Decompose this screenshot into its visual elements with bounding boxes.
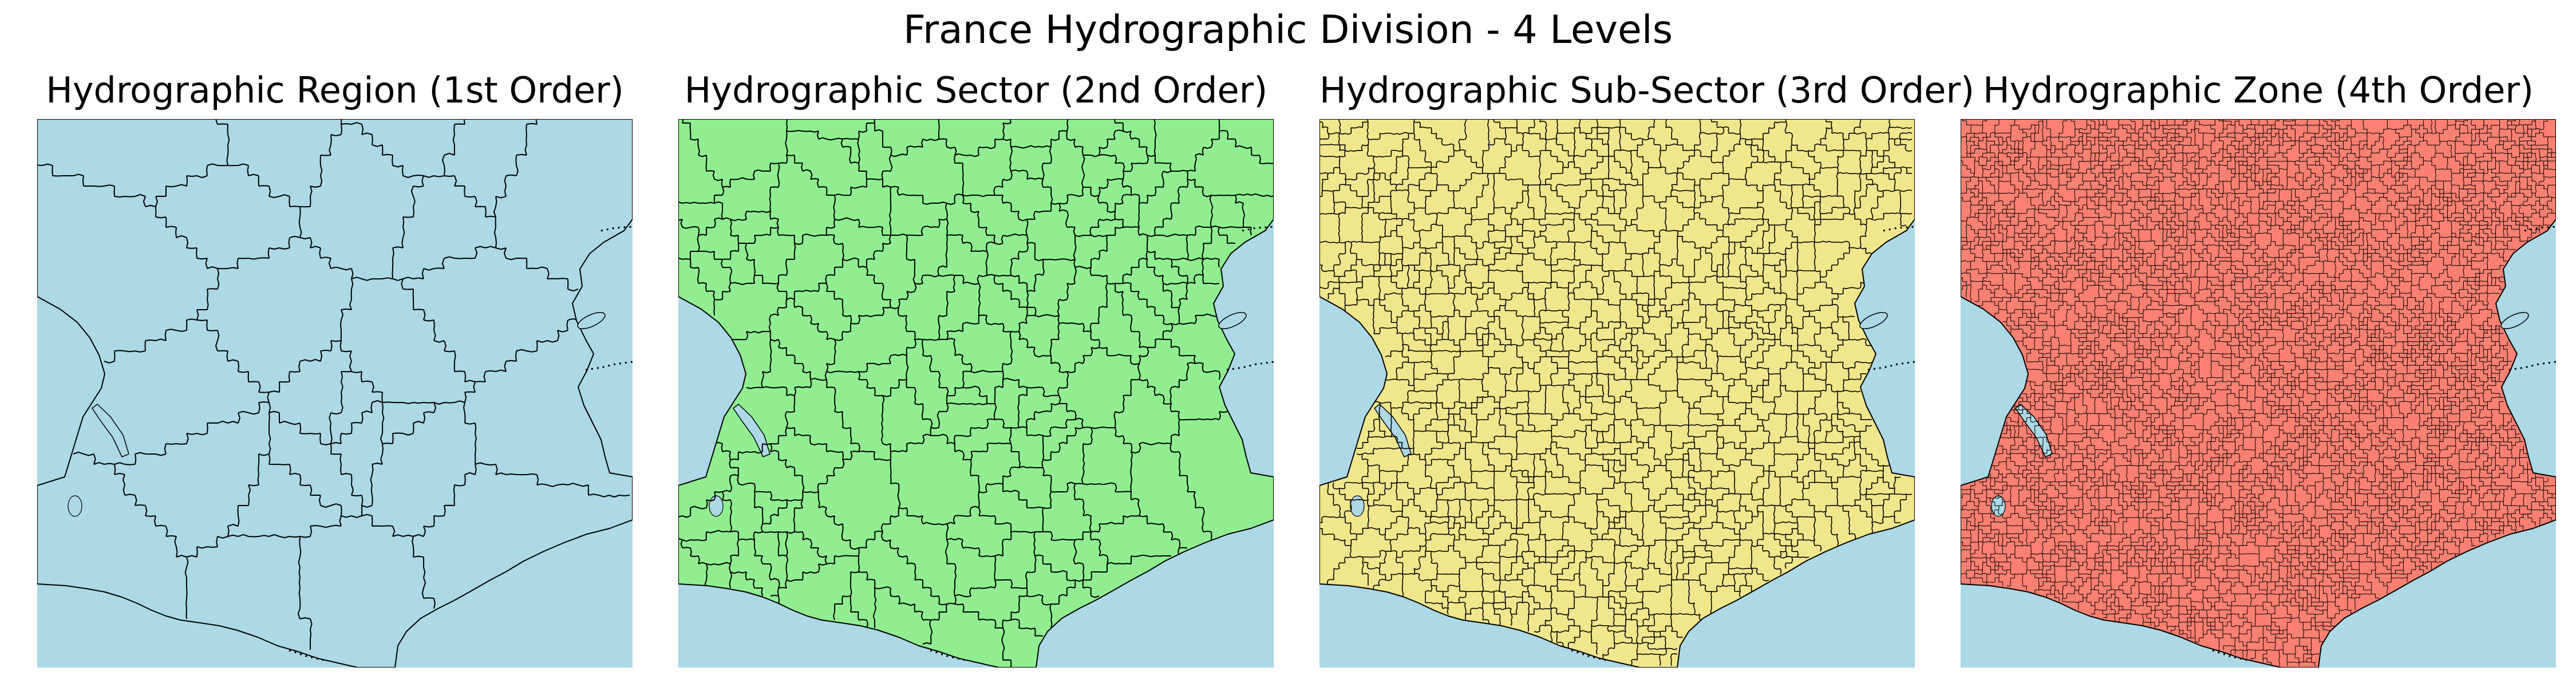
lake-geneva <box>1218 312 1247 329</box>
panel-title-zone: Hydrographic Zone (4th Order) <box>1982 69 2534 111</box>
border-spain <box>1571 649 1606 661</box>
map-panel-region <box>37 119 633 668</box>
lake-geneva <box>577 312 606 329</box>
arcachon-basin <box>1350 495 1365 517</box>
panel-title-region: Hydrographic Region (1st Order) <box>46 69 624 111</box>
arcachon-basin <box>709 495 724 517</box>
border-italy <box>2508 361 2556 371</box>
division-boundaries <box>1319 119 1913 666</box>
border-italy <box>1867 361 1915 371</box>
division-boundaries <box>678 119 1274 668</box>
lake-geneva <box>1859 312 1888 329</box>
lake-geneva <box>2500 312 2529 329</box>
gironde-estuary <box>732 404 771 457</box>
panel-title-sub-sector: Hydrographic Sub-Sector (3rd Order) <box>1319 69 1975 111</box>
france-landmass <box>1319 119 1915 668</box>
gironde-estuary <box>91 404 129 457</box>
border-italy <box>585 361 633 371</box>
france-landmass <box>37 119 633 668</box>
map-panel-sector <box>678 119 1274 668</box>
france-landmass <box>678 119 1274 668</box>
map-panel-sub-sector <box>1319 119 1915 668</box>
map-panel-zone <box>1961 119 2556 668</box>
arcachon-basin <box>68 495 82 517</box>
border-spain <box>930 649 965 661</box>
france-landmass <box>1961 119 2556 668</box>
figure-title: France Hydrographic Division - 4 Levels <box>903 7 1673 53</box>
border-spain <box>2212 649 2247 661</box>
border-spain <box>289 649 324 661</box>
division-boundaries <box>1961 119 2556 666</box>
division-boundaries <box>37 119 630 650</box>
border-italy <box>1226 361 1274 371</box>
panel-title-sector: Hydrographic Sector (2nd Order) <box>684 69 1268 111</box>
